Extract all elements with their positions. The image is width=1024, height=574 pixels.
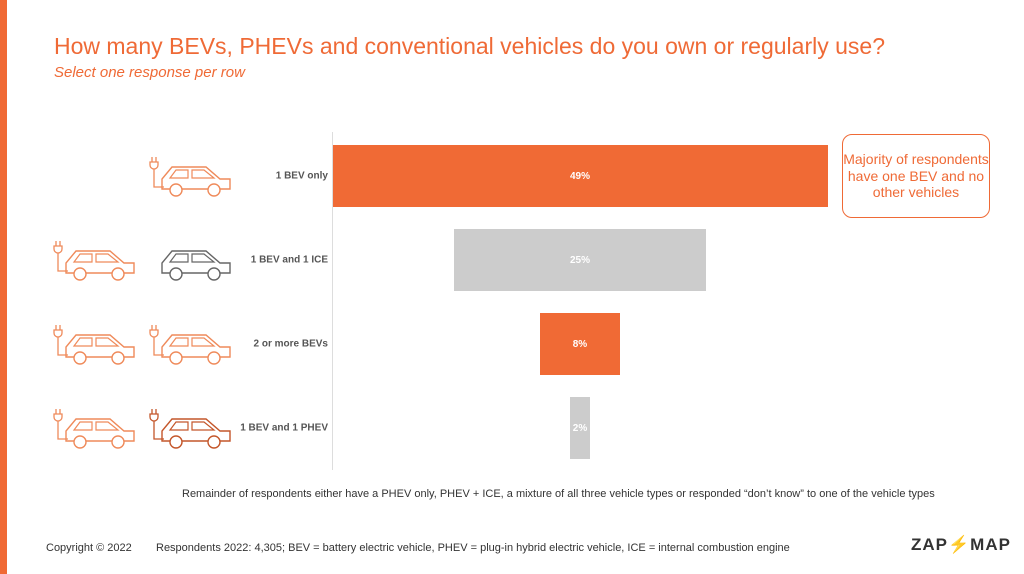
chart-note: Remainder of respondents either have a P… bbox=[182, 488, 935, 500]
page-subtitle: Select one response per row bbox=[54, 64, 245, 81]
respondents-note: Respondents 2022: 4,305; BEV = battery e… bbox=[156, 542, 790, 554]
bar-value-label: 2% bbox=[572, 422, 588, 434]
vehicle-icons bbox=[50, 321, 236, 367]
bar: 2% bbox=[569, 397, 591, 459]
accent-bar bbox=[0, 0, 7, 574]
category-label: 2 or more BEVs bbox=[253, 338, 328, 350]
bar: 25% bbox=[453, 229, 707, 291]
bar-value-label: 8% bbox=[572, 338, 588, 350]
bar: 8% bbox=[539, 313, 621, 375]
bar-value-label: 49% bbox=[569, 170, 590, 182]
category-label: 1 BEV and 1 ICE bbox=[250, 254, 328, 266]
callout: Majority of respondents have one BEV and… bbox=[842, 134, 990, 218]
bar-value-label: 25% bbox=[569, 254, 590, 266]
bev-car-icon bbox=[149, 157, 231, 197]
page-title: How many BEVs, PHEVs and conventional ve… bbox=[54, 33, 885, 59]
ice-car-icon bbox=[161, 250, 231, 281]
zapmap-logo: ZAP⚡MAP bbox=[911, 535, 1011, 554]
bev-car-icon bbox=[53, 241, 135, 281]
vehicle-icons bbox=[146, 153, 236, 199]
copyright: Copyright © 2022 bbox=[46, 542, 132, 554]
bar: 49% bbox=[332, 145, 828, 207]
vehicle-icons bbox=[50, 237, 236, 283]
category-label: 1 BEV and 1 PHEV bbox=[240, 422, 328, 434]
vehicle-icons bbox=[50, 405, 236, 451]
bev-car-icon bbox=[53, 409, 135, 449]
bev-car-icon bbox=[149, 325, 231, 365]
phev-car-icon bbox=[149, 409, 231, 449]
bev-car-icon bbox=[53, 325, 135, 365]
category-label: 1 BEV only bbox=[275, 170, 328, 182]
chart-axis bbox=[332, 132, 333, 470]
